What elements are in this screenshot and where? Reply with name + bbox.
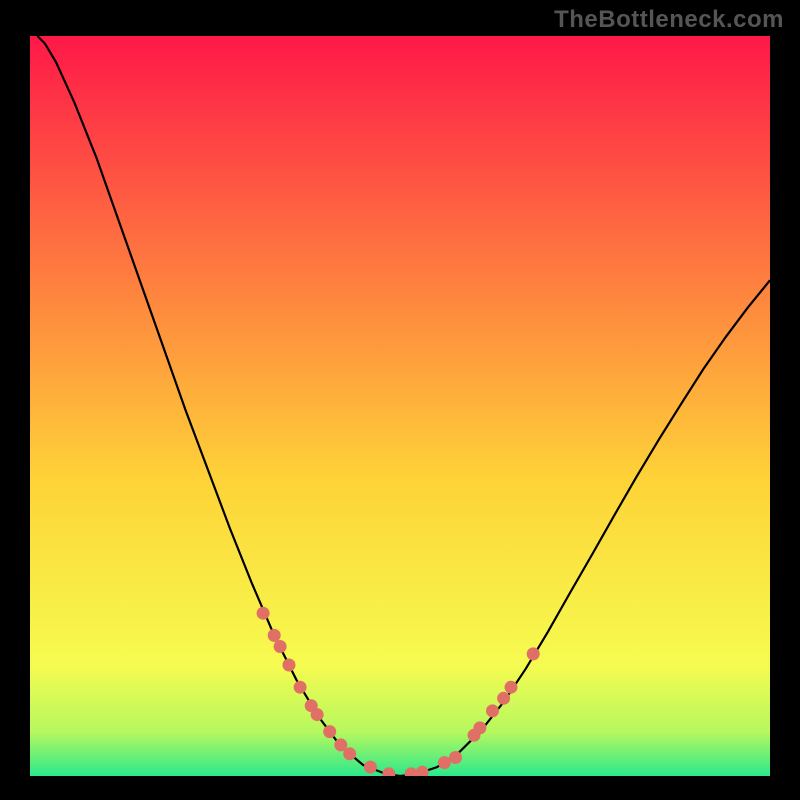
curve-marker bbox=[268, 629, 281, 642]
curve-marker bbox=[294, 681, 307, 694]
curve-marker bbox=[486, 704, 499, 717]
curve-marker bbox=[497, 692, 510, 705]
curve-marker bbox=[257, 607, 270, 620]
curve-marker bbox=[527, 647, 540, 660]
curve-marker bbox=[343, 747, 356, 760]
curve-marker bbox=[504, 681, 517, 694]
gradient-background bbox=[30, 36, 770, 776]
curve-marker bbox=[311, 708, 324, 721]
curve-marker bbox=[282, 658, 295, 671]
watermark-text: TheBottleneck.com bbox=[554, 6, 784, 34]
chart-stage: TheBottleneck.com bbox=[0, 0, 800, 800]
curve-marker bbox=[274, 640, 287, 653]
plot-area bbox=[30, 36, 770, 776]
curve-marker bbox=[364, 761, 377, 774]
curve-marker bbox=[449, 751, 462, 764]
curve-marker bbox=[473, 721, 486, 734]
curve-marker bbox=[323, 725, 336, 738]
curve-marker bbox=[438, 756, 451, 769]
